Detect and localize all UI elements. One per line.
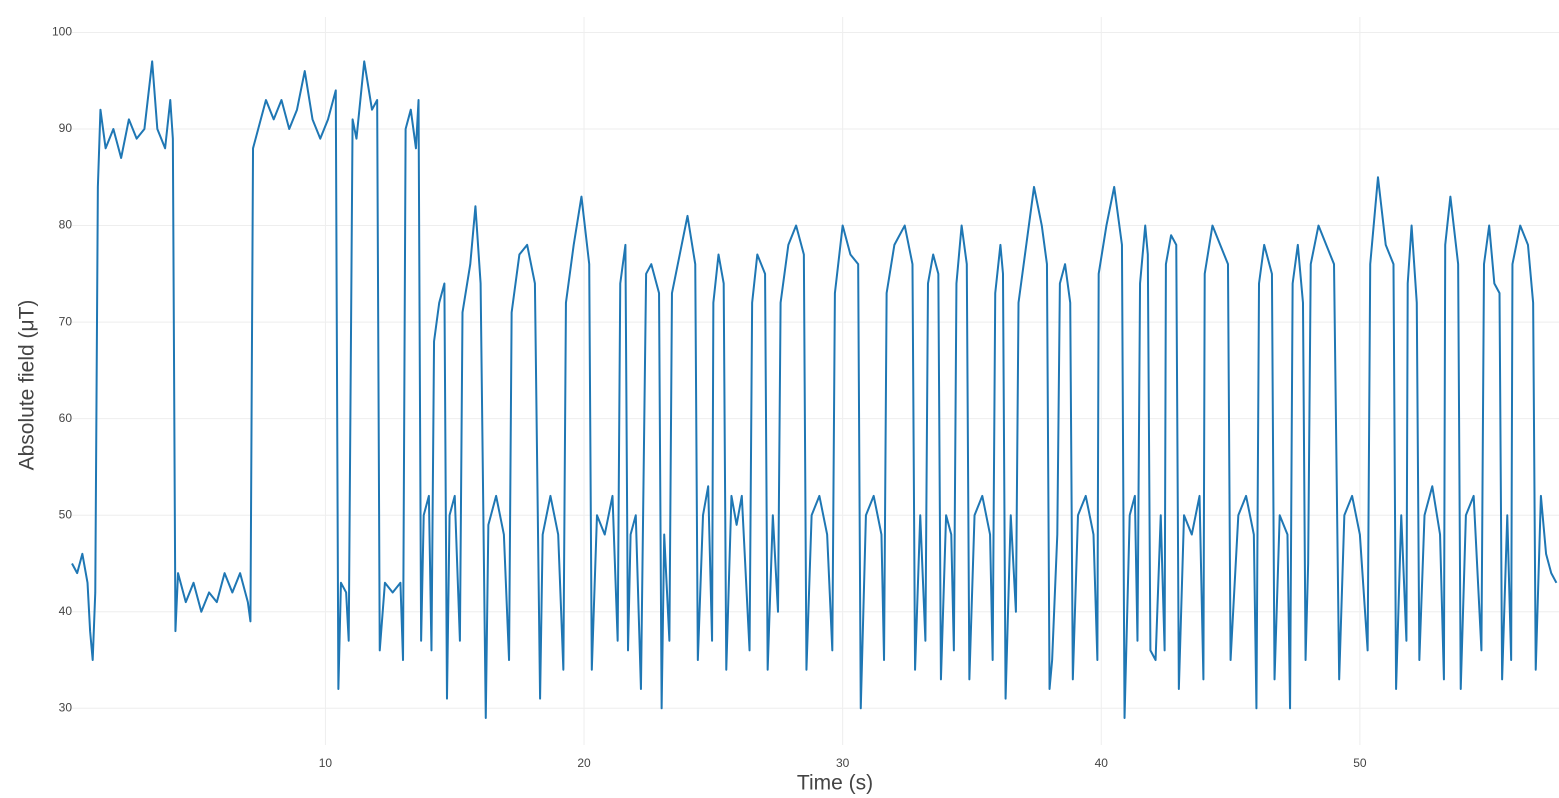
y-tick-label: 80 — [59, 218, 73, 232]
y-axis-title: Absolute field (μT) — [16, 300, 39, 471]
x-tick-label: 10 — [319, 756, 333, 770]
x-tick-label: 50 — [1353, 756, 1367, 770]
y-tick-label: 100 — [52, 25, 72, 39]
y-tick-label: 60 — [59, 411, 73, 425]
y-tick-label: 90 — [59, 121, 73, 135]
y-tick-label: 70 — [59, 314, 73, 328]
y-tick-label: 40 — [59, 604, 73, 618]
x-tick-label: 30 — [836, 756, 850, 770]
x-tick-label: 20 — [577, 756, 591, 770]
x-tick-label: 40 — [1095, 756, 1109, 770]
data-line — [71, 60, 1558, 719]
y-tick-label: 50 — [59, 507, 73, 521]
x-axis-title: Time (s) — [797, 772, 873, 795]
y-tick-label: 30 — [59, 700, 73, 714]
